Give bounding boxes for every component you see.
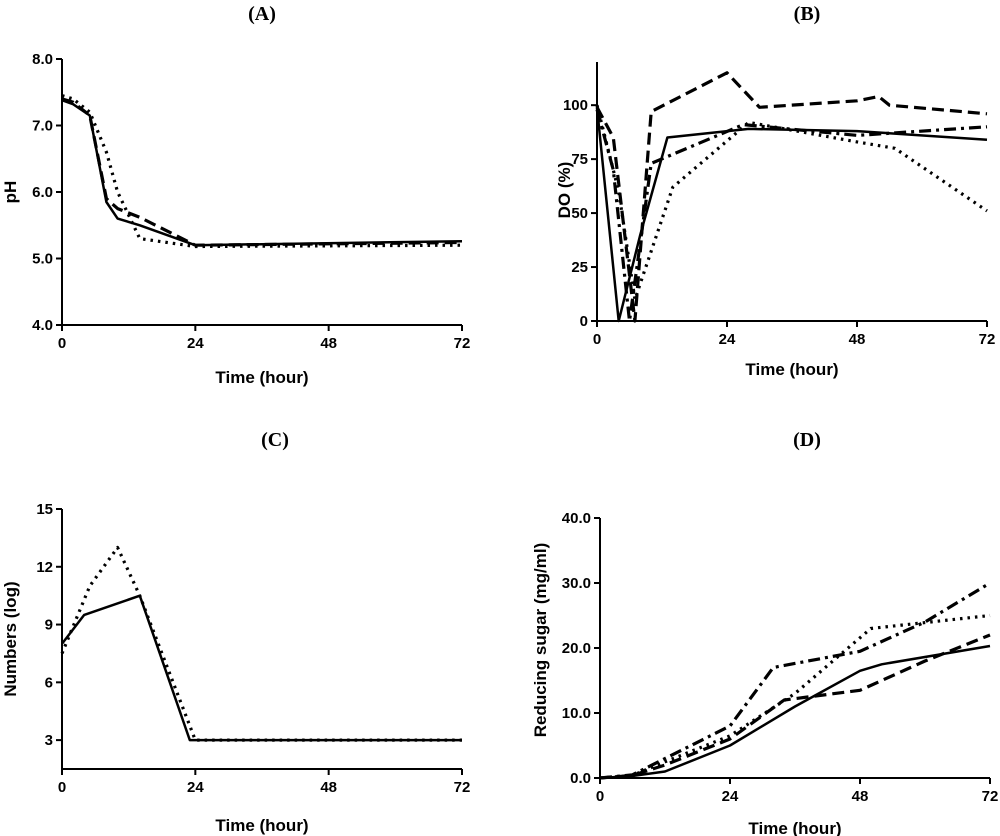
x-axis-label: Time (hour) — [748, 819, 841, 836]
x-tick-label: 24 — [187, 335, 204, 352]
series-line-solid — [61, 594, 462, 742]
panel-b: (B) 0 25 50 75 100 0 24 48 72 Time (hour) DO (%) — [555, 3, 995, 379]
series-line-solid — [595, 107, 988, 323]
y-tick-label: 6 — [45, 674, 53, 691]
series-line-dashed — [595, 71, 988, 323]
y-tick-label: 100 — [563, 97, 588, 114]
x-axis-label: Time (hour) — [215, 368, 308, 387]
x-tick-label: 72 — [979, 331, 996, 348]
y-tick-label: 5.0 — [32, 251, 53, 268]
series-line-dotted — [60, 545, 462, 742]
x-tick-label: 48 — [320, 335, 337, 352]
panel-a: (A) 4.0 5.0 6.0 7.0 8.0 0 24 48 72 Time (hour) pH — [1, 3, 470, 387]
series-line-solid — [599, 644, 991, 780]
y-axis-label: pH — [1, 181, 20, 204]
x-tick-label: 48 — [849, 331, 866, 348]
x-tick-label: 48 — [320, 779, 337, 796]
y-tick-label: 12 — [36, 559, 53, 576]
panel-c: (C) 3 6 9 12 15 0 24 48 72 Time (hour) Numbers (log… — [1, 429, 470, 835]
x-tick-label: 0 — [596, 788, 604, 805]
x-tick-label: 72 — [982, 788, 999, 805]
series-line-dashdot — [595, 109, 988, 323]
y-tick-label: 50 — [571, 205, 588, 222]
x-axis-label: Time (hour) — [745, 360, 838, 379]
y-tick-label: 40.0 — [562, 510, 591, 527]
x-tick-label: 48 — [852, 788, 869, 805]
y-tick-label: 9 — [45, 617, 53, 634]
panel-title: (B) — [794, 3, 821, 25]
y-tick-label: 25 — [571, 259, 588, 276]
y-tick-label: 4.0 — [32, 317, 53, 334]
y-tick-label: 0 — [580, 313, 588, 330]
y-tick-label: 75 — [571, 151, 588, 168]
y-tick-label: 8.0 — [32, 51, 53, 68]
series-line-dotted — [599, 613, 991, 780]
x-tick-label: 0 — [593, 331, 601, 348]
x-tick-label: 24 — [722, 788, 739, 805]
panel-title: (D) — [793, 429, 821, 451]
series-line-dotted — [61, 94, 463, 249]
y-tick-label: 10.0 — [562, 705, 591, 722]
x-tick-label: 72 — [454, 335, 471, 352]
x-tick-label: 24 — [719, 331, 736, 348]
y-tick-label: 3 — [45, 732, 53, 749]
panel-title: (A) — [248, 3, 276, 25]
x-tick-label: 0 — [58, 335, 66, 352]
series-line-dashed — [61, 97, 463, 247]
y-axis-label: Numbers (log) — [1, 581, 20, 696]
y-tick-label: 7.0 — [32, 118, 53, 135]
y-axis-label: Reducing sugar (mg/ml) — [531, 543, 550, 738]
x-tick-label: 0 — [58, 779, 66, 796]
series-line-dotted — [595, 104, 988, 301]
panel-title: (C) — [261, 429, 289, 451]
panel-d: (D) 0.0 10.0 20.0 30.0 40.0 0 24 48 72 Time (hour)… — [531, 429, 998, 836]
series-line-dashdot — [599, 581, 991, 780]
y-tick-label: 20.0 — [562, 640, 591, 657]
x-tick-label: 72 — [454, 779, 471, 796]
x-axis-label: Time (hour) — [215, 816, 308, 835]
series-line-solid — [61, 99, 463, 247]
y-axis-label: DO (%) — [555, 162, 574, 219]
y-tick-label: 0.0 — [570, 770, 591, 787]
y-tick-label: 30.0 — [562, 575, 591, 592]
x-tick-label: 24 — [187, 779, 204, 796]
y-tick-label: 6.0 — [32, 184, 53, 201]
y-tick-label: 15 — [36, 501, 53, 518]
